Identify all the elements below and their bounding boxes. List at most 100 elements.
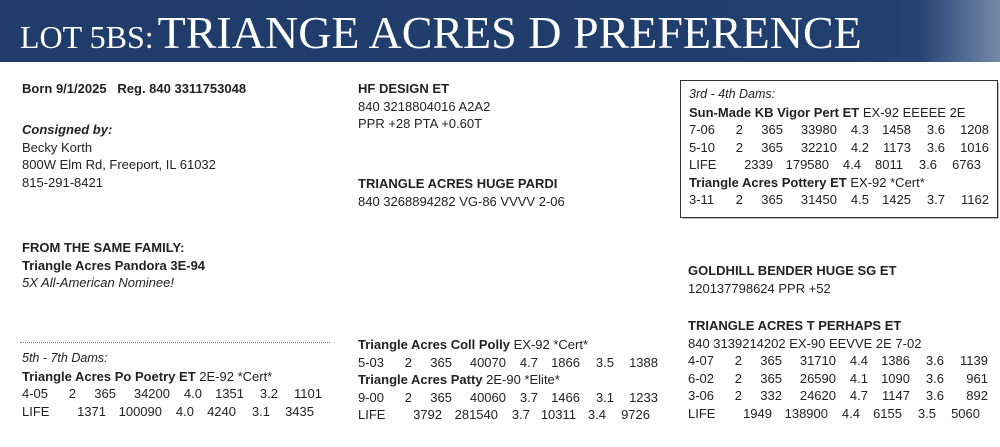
record-fat: 1173 bbox=[883, 139, 911, 155]
record-fat-pct: 4.5 bbox=[850, 192, 869, 207]
dam2-name-line: Triangle Acres Patty 2E-90 *Elite* bbox=[358, 371, 658, 389]
record-row: 9-00 2 365 40060 3.7 1466 3.1 1233 bbox=[358, 389, 658, 407]
record-row: 4-07 2 365 31710 4.4 1386 3.6 1139 bbox=[688, 352, 988, 370]
record-protein: 1233 bbox=[629, 389, 658, 405]
record-milk: 24620 bbox=[799, 388, 836, 403]
record-age: 4-07 bbox=[688, 353, 715, 368]
life-fat-pct: 4.0 bbox=[175, 403, 194, 419]
record-days: 365 bbox=[430, 354, 452, 370]
record-milk: 40060 bbox=[469, 389, 506, 405]
record-protein-pct: 3.6 bbox=[925, 388, 944, 403]
record-fat: 1466 bbox=[551, 389, 580, 405]
life-days: 2339 bbox=[744, 157, 773, 172]
record-protein: 1016 bbox=[960, 139, 989, 155]
record-age: 5-03 bbox=[358, 354, 385, 370]
record-row: 5-10 2 365 32210 4.2 1173 3.6 1016 bbox=[689, 139, 989, 157]
life-days: 3792 bbox=[413, 407, 442, 422]
dam3-score: EX-92 EEEEE 2E bbox=[862, 104, 966, 120]
consignor-name: Becky Korth bbox=[22, 139, 93, 155]
life-protein: 5060 bbox=[951, 405, 980, 421]
record-milkings: 2 bbox=[68, 386, 76, 401]
record-fat-pct: 4.2 bbox=[850, 139, 869, 155]
dam-score: 2E-92 *Cert* bbox=[199, 368, 273, 384]
registration-number: Reg. 840 3311753048 bbox=[117, 81, 247, 96]
life-fat-pct: 3.7 bbox=[511, 407, 530, 422]
record-milk: 31450 bbox=[800, 192, 837, 207]
sire2-reg: 120137798624 PPR +52 bbox=[688, 280, 831, 296]
lifetime-row: LIFE 3792 281540 3.7 10311 3.4 9726 bbox=[358, 406, 658, 424]
dam-name: Triangle Acres Po Poetry ET bbox=[22, 368, 196, 384]
family-name: Triangle Acres Pandora 3E-94 bbox=[22, 257, 206, 273]
record-fat-pct: 4.4 bbox=[849, 353, 868, 368]
record-row: 3-06 2 332 24620 4.7 1147 3.6 892 bbox=[688, 387, 988, 405]
record-milkings: 2 bbox=[734, 353, 742, 368]
record-protein: 1388 bbox=[629, 354, 658, 370]
consignor-block: Consigned by: Becky Korth 800W Elm Rd, F… bbox=[22, 121, 216, 191]
dams-3-4-box: 3rd - 4th Dams: Sun-Made KB Vigor Pert E… bbox=[680, 80, 998, 218]
record-protein-pct: 3.5 bbox=[595, 354, 614, 370]
life-label: LIFE bbox=[358, 407, 386, 422]
record-protein: 892 bbox=[966, 388, 988, 403]
life-days: 1949 bbox=[743, 405, 772, 421]
dams-5-7-block: 5th - 7th Dams: Triangle Acres Po Poetry… bbox=[22, 350, 322, 420]
life-fat: 6155 bbox=[873, 405, 902, 421]
dams-3-4-content: 3rd - 4th Dams: Sun-Made KB Vigor Pert E… bbox=[689, 86, 989, 209]
life-fat-pct: 4.4 bbox=[842, 157, 861, 172]
dam1-name: Triangle Acres Coll Polly bbox=[358, 337, 510, 352]
record-days: 365 bbox=[760, 370, 782, 386]
lot-title: LOT 5BS: TRIANGE ACRES D PREFERENCE bbox=[20, 6, 862, 59]
sire-name: HF DESIGN ET bbox=[358, 81, 450, 96]
record-protein-pct: 3.2 bbox=[259, 386, 278, 401]
life-protein-pct: 3.5 bbox=[917, 405, 936, 421]
dam1-score: EX-92 *Cert* bbox=[513, 337, 589, 352]
family-title: FROM THE SAME FAMILY: bbox=[22, 240, 185, 255]
dam-reg: 840 3139214202 EX-90 EEVVE 2E 7-02 bbox=[688, 335, 922, 351]
record-protein-pct: 3.6 bbox=[926, 139, 945, 155]
record-protein-pct: 3.7 bbox=[926, 192, 945, 207]
life-days: 1371 bbox=[77, 403, 106, 419]
title-banner: LOT 5BS: TRIANGE ACRES D PREFERENCE bbox=[0, 0, 1000, 62]
banner-background bbox=[0, 0, 1000, 62]
record-age: 7-06 bbox=[689, 122, 716, 137]
dam-name-line: Triangle Acres Po Poetry ET 2E-92 *Cert* bbox=[22, 368, 322, 386]
dam4-name-line: Triangle Acres Pottery ET EX-92 *Cert* bbox=[689, 174, 989, 192]
record-row: 6-02 2 365 26590 4.1 1090 3.6 961 bbox=[688, 370, 988, 388]
record-fat-pct: 3.7 bbox=[519, 389, 538, 405]
record-days: 365 bbox=[761, 122, 783, 137]
record-milk: 33980 bbox=[800, 122, 837, 137]
life-protein: 9726 bbox=[621, 407, 650, 422]
record-fat: 1458 bbox=[882, 122, 911, 137]
life-milk: 179580 bbox=[785, 157, 829, 172]
record-milkings: 2 bbox=[735, 122, 743, 137]
birth-line: Born 9/1/2025 Reg. 840 3311753048 bbox=[22, 80, 246, 98]
record-milkings: 2 bbox=[734, 388, 742, 403]
consignor-address: 800W Elm Rd, Freeport, IL 61032 bbox=[22, 157, 216, 172]
record-days: 365 bbox=[430, 389, 452, 405]
record-fat-pct: 4.7 bbox=[519, 354, 538, 370]
record-protein: 961 bbox=[966, 370, 988, 386]
dam1-name-line: Triangle Acres Coll Polly EX-92 *Cert* bbox=[358, 336, 658, 354]
lifetime-row: LIFE 1949 138900 4.4 6155 3.5 5060 bbox=[688, 405, 988, 423]
record-milkings: 2 bbox=[404, 354, 412, 370]
dam-name: TRIANGLE ACRES T PERHAPS ET bbox=[688, 318, 902, 333]
consignor-phone: 815-291-8421 bbox=[22, 174, 103, 190]
record-days: 365 bbox=[94, 386, 116, 401]
record-protein: 1162 bbox=[961, 192, 989, 207]
record-milk: 31710 bbox=[799, 353, 836, 368]
dams-5-7-label: 5th - 7th Dams: bbox=[22, 351, 108, 365]
life-fat: 4240 bbox=[207, 403, 236, 419]
life-label: LIFE bbox=[22, 403, 50, 419]
middle-dams-block: Triangle Acres Coll Polly EX-92 *Cert* 5… bbox=[358, 336, 658, 424]
life-protein-pct: 3.6 bbox=[918, 157, 937, 172]
life-milk: 100090 bbox=[118, 403, 162, 419]
dam2-name: Triangle Acres Patty bbox=[358, 372, 483, 387]
life-label: LIFE bbox=[688, 405, 716, 421]
record-fat-pct: 4.7 bbox=[849, 388, 868, 403]
record-age: 9-00 bbox=[358, 389, 385, 405]
dotted-divider bbox=[20, 342, 330, 343]
record-milk: 32210 bbox=[800, 139, 837, 155]
life-milk: 281540 bbox=[454, 407, 498, 422]
lot-number: LOT 5BS: bbox=[20, 19, 154, 55]
record-fat: 1425 bbox=[882, 192, 911, 207]
record-protein: 1139 bbox=[960, 353, 988, 368]
